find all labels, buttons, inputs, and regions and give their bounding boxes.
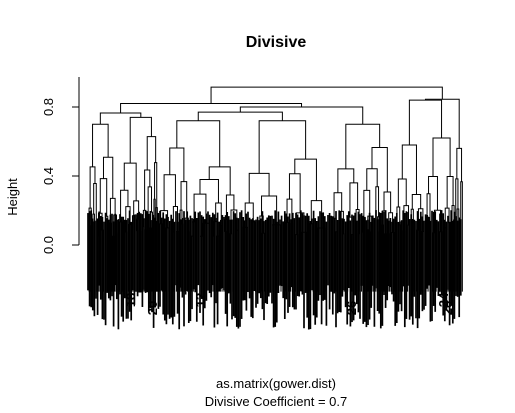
dendrogram-link bbox=[208, 166, 231, 196]
dendrogram-link bbox=[345, 123, 381, 169]
dendrogram-link bbox=[89, 166, 96, 209]
divisive-coefficient: Divisive Coefficient = 0.7 bbox=[205, 394, 347, 409]
x-axis-label: as.matrix(gower.dist) bbox=[216, 376, 336, 391]
y-tick-label: 0.0 bbox=[41, 236, 56, 254]
dendrogram-link bbox=[258, 120, 307, 174]
dendrogram-link bbox=[163, 174, 176, 211]
dendrogram-link bbox=[444, 207, 450, 228]
dendrogram-link bbox=[210, 86, 443, 104]
dendrogram-link bbox=[154, 162, 158, 208]
dendrogram-link bbox=[383, 191, 392, 213]
dendrogram-link bbox=[99, 178, 108, 217]
dendrogram-link bbox=[199, 179, 219, 204]
y-tick-label: 0.8 bbox=[41, 98, 56, 116]
dendrogram-link bbox=[120, 103, 303, 114]
dendrogram-link bbox=[123, 162, 137, 201]
leaf-label: 18 bbox=[123, 293, 138, 307]
dendrogram-link bbox=[288, 173, 301, 213]
dendrogram-link bbox=[371, 147, 388, 192]
y-tick-label: 0.4 bbox=[41, 167, 56, 185]
leaf-label: 26 bbox=[344, 301, 359, 315]
chart-title: Divisive bbox=[246, 34, 307, 51]
dendrogram-link bbox=[109, 197, 116, 224]
dendrogram-link bbox=[129, 116, 152, 164]
dendrogram-link bbox=[432, 137, 451, 177]
dendrogram-link bbox=[197, 111, 283, 121]
dendrogram-link bbox=[102, 156, 114, 199]
leaf-label: 24 bbox=[436, 292, 451, 307]
dendrogram-link bbox=[99, 112, 142, 125]
y-axis-label: Height bbox=[5, 178, 20, 216]
leaf-label: 20 bbox=[440, 301, 455, 315]
dendrogram-link bbox=[144, 169, 151, 211]
dendrogram-link bbox=[169, 147, 185, 182]
dendrogram-link bbox=[294, 158, 317, 201]
dendrogram-link bbox=[397, 178, 407, 208]
leaf-label: 12 bbox=[193, 293, 208, 307]
dendrogram-link bbox=[337, 168, 355, 193]
dendrogram-link bbox=[424, 98, 460, 149]
dendrogram-link bbox=[349, 182, 359, 218]
dendrogram-link bbox=[92, 123, 109, 167]
dendrogram-link bbox=[401, 144, 417, 195]
dendrogram-link bbox=[411, 194, 422, 210]
dendrogram-link bbox=[363, 189, 371, 218]
y-axis: 0.0 0.4 0.8 bbox=[41, 77, 80, 254]
leaf-label: 20 bbox=[145, 301, 160, 315]
dendrogram-link bbox=[446, 176, 454, 209]
dendrogram-link bbox=[456, 147, 463, 182]
dendrogram-link bbox=[248, 172, 270, 203]
dendrogram-link bbox=[225, 194, 235, 220]
dendrogram-link bbox=[176, 120, 221, 167]
dendrogram-link bbox=[428, 175, 438, 211]
